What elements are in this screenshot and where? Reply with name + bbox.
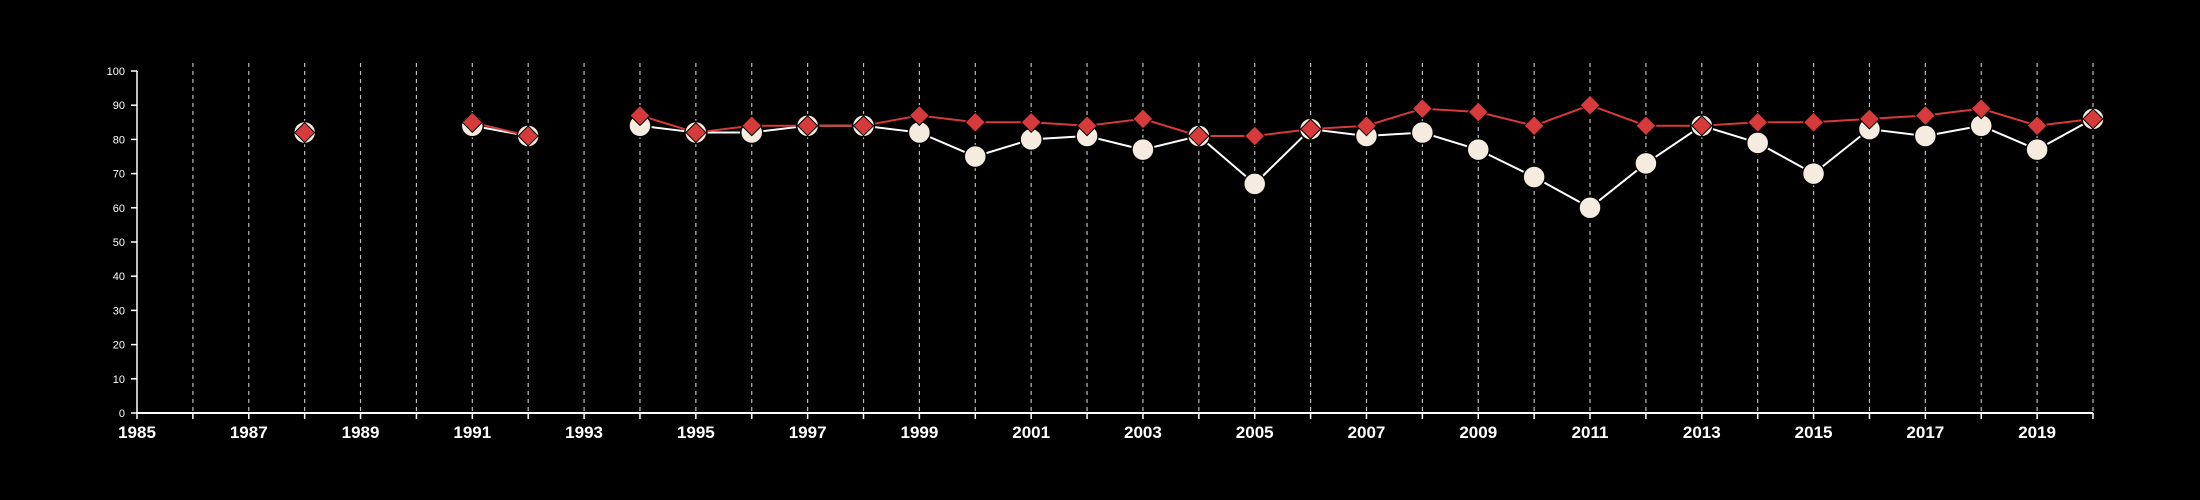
x-tick-label: 1987 <box>230 423 268 442</box>
diamond-marker <box>517 125 539 147</box>
y-tick-label: 50 <box>113 237 125 249</box>
y-axis: 0 10 20 30 40 50 60 70 80 90 100 <box>107 66 138 420</box>
diamond-marker <box>1802 111 1825 134</box>
x-tick-label: 2001 <box>1012 423 1050 442</box>
diamond-marker <box>1746 111 1769 134</box>
x-tick-label: 1995 <box>677 423 715 442</box>
diamond-marker <box>461 111 484 134</box>
diamond-marker <box>629 104 651 127</box>
x-tick-label: 2009 <box>1459 423 1497 442</box>
y-tick-label: 20 <box>113 340 125 352</box>
y-tick-label: 10 <box>113 374 125 386</box>
x-tick-label: 2003 <box>1124 423 1162 442</box>
circle-marker <box>2025 137 2049 162</box>
diamond-marker <box>1132 108 1154 130</box>
diamond-marker <box>1635 115 1657 137</box>
diamond-marker <box>1914 104 1937 127</box>
diamond-marker <box>1299 118 1322 140</box>
y-tick-label: 100 <box>107 66 125 78</box>
diamond-marker <box>1579 94 1601 116</box>
diamond-marker <box>1355 115 1378 137</box>
y-tick-label: 80 <box>113 134 125 146</box>
diamond-marker <box>1188 125 1210 147</box>
diamond-marker <box>741 115 763 137</box>
diamond-marker <box>1858 108 1881 130</box>
diamond-marker <box>1244 125 1266 147</box>
diamond-marker <box>293 121 316 144</box>
diamond-marker <box>2026 115 2048 137</box>
x-tick-label: 2017 <box>1906 423 1944 442</box>
diamond-marker <box>964 111 986 134</box>
diamond-marker <box>852 115 875 137</box>
circle-marker <box>1242 172 1267 196</box>
diamond-marker <box>1076 115 1098 137</box>
x-tick-label: 2011 <box>1572 423 1609 442</box>
x-tick-label: 2019 <box>2018 423 2056 442</box>
circle-marker <box>1522 165 1546 189</box>
circle-marker <box>963 144 988 169</box>
diamond-marker <box>1970 97 1992 120</box>
y-tick-label: 90 <box>113 100 125 112</box>
circle-marker <box>1131 137 1155 162</box>
diamond-marker <box>1467 101 1489 123</box>
x-tick-label: 1997 <box>789 423 827 442</box>
y-tick-label: 0 <box>119 408 125 420</box>
series-layer <box>292 94 2105 220</box>
x-axis: 1985 1987 1989 1991 1993 1995 1997 1999 2001 2003… <box>118 412 2094 442</box>
x-tick-label: 2015 <box>1795 423 1833 442</box>
diamond-marker <box>2082 108 2104 130</box>
x-tick-label: 1999 <box>900 423 938 442</box>
diamond-marker <box>685 121 707 144</box>
diamond-marker <box>908 104 931 127</box>
y-tick-label: 70 <box>113 169 125 181</box>
x-tick-label: 1991 <box>453 423 491 442</box>
x-tick-label: 2007 <box>1348 423 1386 442</box>
x-tick-label: 2013 <box>1683 423 1721 442</box>
y-tick-label: 40 <box>113 271 125 283</box>
circle-marker <box>1466 137 1491 162</box>
diamond-marker <box>1020 111 1042 134</box>
circle-marker <box>1634 151 1658 176</box>
circle-marker <box>1913 124 1938 148</box>
circle-marker <box>1745 131 1770 155</box>
x-tick-label: 1993 <box>565 423 603 442</box>
y-tick-label: 60 <box>113 203 125 215</box>
diamond-marker <box>1411 97 1434 120</box>
x-tick-label: 2005 <box>1236 423 1274 442</box>
circle-marker <box>1410 120 1435 145</box>
circle-marker <box>1578 196 1602 220</box>
x-tick-label: 1989 <box>342 423 380 442</box>
diamond-marker <box>1523 115 1545 137</box>
diamond-marker <box>1691 115 1713 137</box>
x-tick-label: 1985 <box>118 423 156 442</box>
circle-marker <box>1801 161 1826 186</box>
diamond-marker <box>796 115 819 137</box>
y-tick-label: 30 <box>113 305 125 317</box>
